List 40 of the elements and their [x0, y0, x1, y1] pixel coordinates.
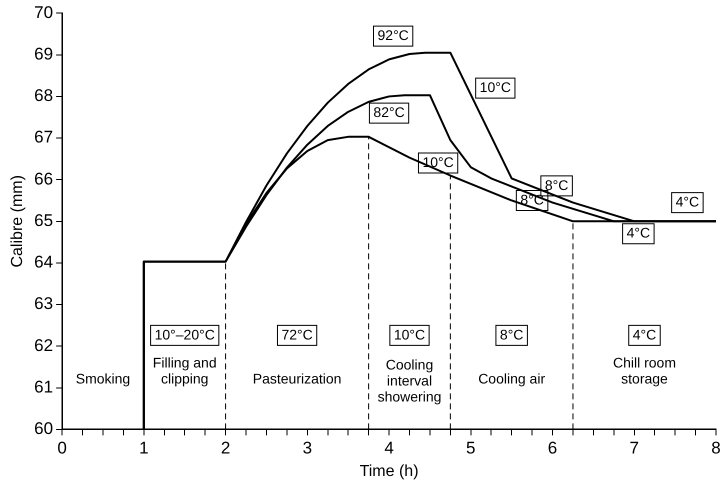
annotation: 82°C — [373, 104, 405, 120]
annotation: Pasteurization — [252, 370, 342, 386]
annotation: 92°C — [378, 26, 409, 43]
x-tick-label: 6 — [548, 438, 558, 458]
annotation: 8°C — [500, 326, 524, 342]
x-axis-title: Time (h) — [360, 462, 419, 480]
annotation: 4°C — [626, 224, 650, 241]
y-tick-label: 67 — [34, 128, 54, 147]
y-tick-label: 61 — [34, 377, 54, 396]
annotation: 10°–20°C — [154, 326, 215, 342]
annotation: 8°C — [544, 176, 568, 193]
annotation: 4°C — [676, 193, 700, 210]
y-tick-label: 62 — [34, 336, 54, 355]
y-tick-label: 66 — [34, 169, 54, 188]
y-axis-title: Calibre (mm) — [9, 175, 26, 268]
x-tick-label: 4 — [384, 438, 394, 458]
x-tick-label: 1 — [139, 438, 149, 458]
annotation: Cooling air — [478, 370, 546, 386]
y-tick-label: 65 — [34, 210, 54, 230]
annotation: Cooling interval showering — [378, 356, 442, 404]
x-tick-label: 3 — [302, 438, 312, 458]
x-tick-label: 7 — [630, 438, 639, 458]
annotation: Smoking — [76, 370, 130, 386]
annotation: 4°C — [632, 326, 656, 342]
y-tick-label: 69 — [34, 44, 54, 64]
x-tick-label: 0 — [57, 438, 67, 458]
x-tick-label: 5 — [466, 438, 476, 458]
y-tick-label: 64 — [34, 252, 54, 272]
y-tick-label: 63 — [34, 294, 54, 314]
annotation: 10°C — [422, 154, 454, 170]
y-tick-label: 60 — [34, 419, 54, 438]
annotation: Filling and clipping — [152, 354, 217, 386]
annotation: 10°C — [480, 78, 511, 95]
y-tick-label: 70 — [34, 2, 54, 22]
x-tick-label: 2 — [220, 438, 230, 458]
annotation: Chill room storage — [612, 354, 676, 386]
annotation: 10°C — [394, 326, 426, 342]
y-tick-label: 68 — [34, 86, 54, 106]
x-tick-label: 8 — [711, 438, 721, 458]
annotation: 72°C — [281, 326, 313, 342]
